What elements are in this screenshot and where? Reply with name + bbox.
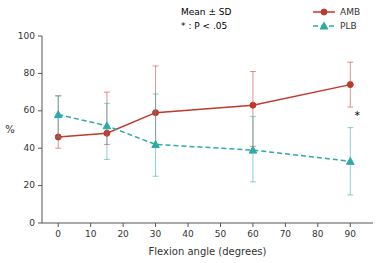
- y-tick-label: 80: [24, 68, 36, 78]
- x-tick-label: 80: [312, 229, 324, 239]
- error-cap: [250, 71, 256, 72]
- y-tick: [38, 148, 42, 149]
- error-stem: [155, 94, 156, 176]
- x-tick-label: 30: [150, 229, 162, 239]
- point: [103, 122, 111, 129]
- x-tick: [155, 223, 156, 227]
- x-axis-label: Flexion angle (degrees): [149, 246, 267, 257]
- x-tick-label: 50: [215, 229, 227, 239]
- y-tick-label: 60: [24, 105, 36, 115]
- y-tick-label: 40: [24, 143, 36, 153]
- x-tick-label: 90: [345, 229, 357, 239]
- error-bar: [153, 94, 159, 176]
- x-tick-label: 20: [117, 229, 129, 239]
- x-tick: [350, 223, 351, 227]
- y-tick-label: 20: [24, 180, 36, 190]
- error-cap: [153, 65, 159, 66]
- point: [152, 141, 160, 148]
- plot-area: [54, 62, 354, 195]
- error-cap: [347, 127, 353, 128]
- x-tick: [123, 223, 124, 227]
- point: [346, 157, 354, 164]
- x-tick-label: 60: [247, 229, 259, 239]
- x-tick: [90, 223, 91, 227]
- error-cap: [347, 194, 353, 195]
- y-tick: [38, 223, 42, 224]
- x-tick: [58, 223, 59, 227]
- error-cap: [347, 62, 353, 63]
- x-tick-label: 10: [85, 229, 97, 239]
- y-tick: [38, 110, 42, 111]
- error-cap: [104, 103, 110, 104]
- x-tick-label: 0: [55, 229, 61, 239]
- point: [54, 111, 62, 118]
- x-tick: [188, 223, 189, 227]
- x-tick: [285, 223, 286, 227]
- legend: AMB PLB: [313, 7, 360, 31]
- series-line: [58, 115, 350, 162]
- legend-marker: [320, 22, 328, 29]
- y-axis-label: %: [5, 124, 15, 135]
- error-bar: [347, 62, 353, 107]
- error-bar: [55, 96, 61, 137]
- error-cap: [104, 159, 110, 160]
- legend-marker: [321, 9, 327, 15]
- error-cap: [347, 107, 353, 108]
- annotation: Mean ± SD: [181, 7, 231, 17]
- legend-label: PLB: [340, 21, 357, 31]
- y-tick: [38, 185, 42, 186]
- series-line: [58, 85, 350, 137]
- x-tick: [252, 223, 253, 227]
- error-bar: [347, 128, 353, 195]
- error-cap: [55, 95, 61, 96]
- legend-label: AMB: [340, 7, 360, 17]
- error-bar: [55, 96, 61, 148]
- error-bar: [104, 103, 110, 159]
- error-cap: [55, 136, 61, 137]
- x-tick-label: 70: [280, 229, 292, 239]
- error-stem: [106, 103, 107, 159]
- y-tick: [38, 36, 42, 37]
- point: [250, 102, 256, 108]
- y-tick-label: 100: [18, 31, 35, 41]
- error-cap: [250, 116, 256, 117]
- annotation: *: [355, 109, 361, 122]
- error-cap: [104, 92, 110, 93]
- point: [249, 146, 257, 153]
- chart: 0 10 20 30 40 50 60 70 80 90 0 20 40 60 80 100 Flexion a…: [0, 0, 385, 263]
- y-axis-line: [42, 36, 43, 223]
- error-bar: [250, 116, 256, 181]
- y-tick-label: 0: [29, 218, 35, 228]
- error-cap: [153, 176, 159, 177]
- error-cap: [250, 181, 256, 182]
- x-tick: [220, 223, 221, 227]
- error-cap: [153, 93, 159, 94]
- y-tick: [38, 73, 42, 74]
- error-cap: [55, 95, 61, 96]
- point: [347, 82, 353, 88]
- error-cap: [55, 148, 61, 149]
- annotation: * : P < .05: [181, 21, 227, 31]
- x-axis-line: [42, 223, 373, 224]
- x-tick-label: 40: [182, 229, 194, 239]
- x-tick: [317, 223, 318, 227]
